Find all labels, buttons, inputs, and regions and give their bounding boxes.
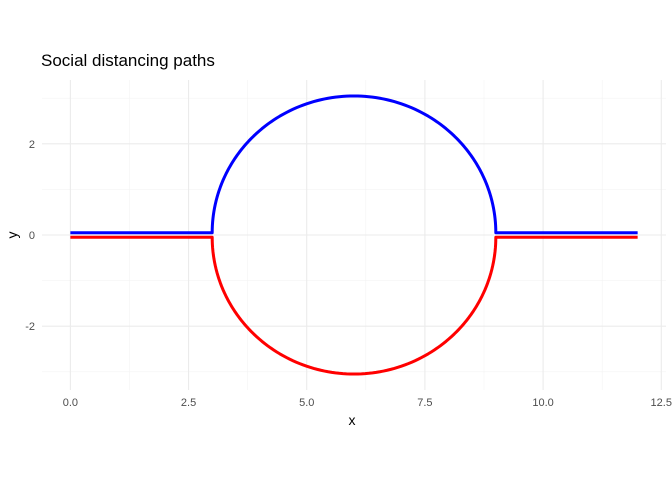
x-axis-ticks: 0.0 2.5 5.0 7.5 10.0 12.5 <box>63 397 672 409</box>
x-tick-label: 7.5 <box>417 397 432 409</box>
y-tick-label: 0 <box>29 230 35 242</box>
y-tick-label: -2 <box>25 321 35 333</box>
x-tick-label: 12.5 <box>651 397 672 409</box>
series-layer <box>70 94 638 376</box>
series-path-red <box>70 235 638 376</box>
y-axis-ticks: -2 0 2 <box>25 139 35 333</box>
x-tick-label: 5.0 <box>299 397 314 409</box>
y-axis-title: y <box>4 232 20 239</box>
x-axis-title: x <box>349 412 356 428</box>
x-tick-label: 10.0 <box>532 397 553 409</box>
x-tick-label: 0.0 <box>63 397 78 409</box>
y-tick-label: 2 <box>29 139 35 151</box>
series-path-blue <box>70 94 638 235</box>
chart-title: Social distancing paths <box>41 51 215 70</box>
x-tick-label: 2.5 <box>181 397 196 409</box>
major-gridlines <box>42 80 666 390</box>
